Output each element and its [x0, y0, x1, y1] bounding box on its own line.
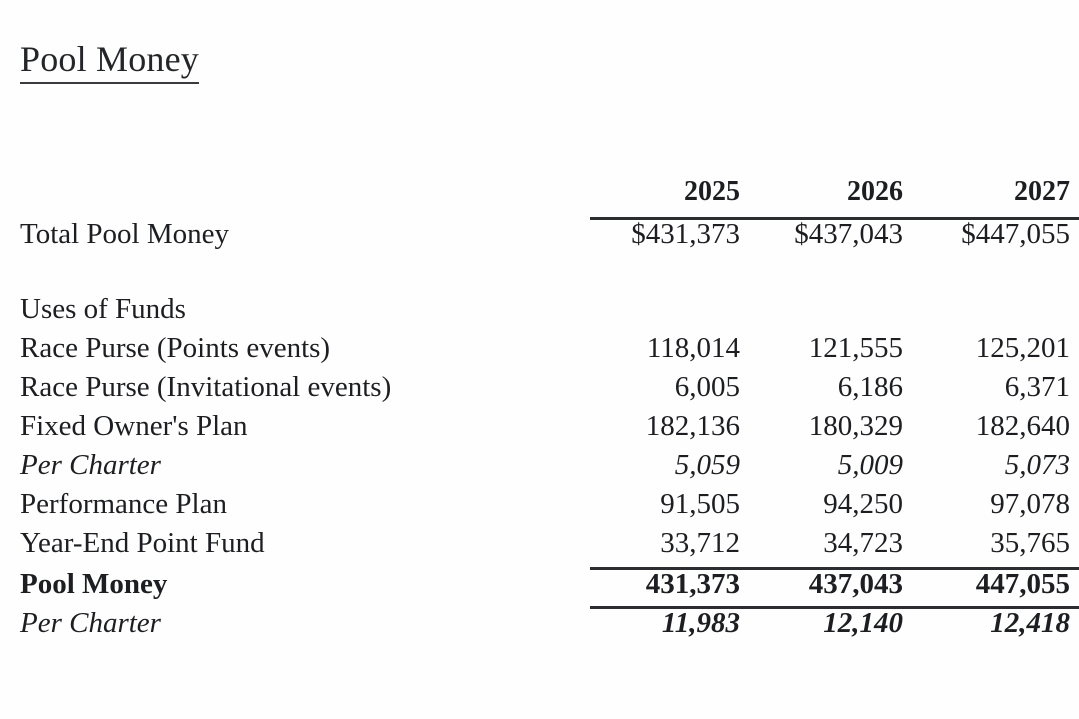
row-label-pool-money: Pool Money [20, 567, 168, 600]
per-charter-total-2027: 12,418 [990, 606, 1070, 639]
table-row-per-charter-final: Per Charter 11,983 12,140 12,418 [0, 607, 1079, 646]
row-spacer [0, 257, 1079, 295]
race-purse-invitational-2026: 6,186 [837, 371, 903, 403]
section-heading-uses-of-funds: Uses of Funds [20, 293, 186, 325]
race-purse-points-2027: 125,201 [975, 332, 1070, 364]
year-end-point-fund-2027: 35,765 [990, 527, 1070, 559]
per-charter-fixed-2027: 5,073 [1004, 449, 1070, 481]
table-row-per-charter: Per Charter 5,059 5,009 5,073 [0, 451, 1079, 490]
row-label-performance-plan: Performance Plan [20, 488, 227, 520]
row-label-race-purse-invitational: Race Purse (Invitational events) [20, 371, 392, 403]
fixed-owners-plan-2026: 180,329 [808, 410, 903, 442]
row-label-total-pool-money: Total Pool Money [20, 217, 230, 250]
table-row: Performance Plan 91,505 94,250 97,078 [0, 490, 1079, 529]
row-label-year-end-point-fund: Year-End Point Fund [20, 527, 265, 559]
table-row: Year-End Point Fund 33,712 34,723 35,765 [0, 529, 1079, 568]
pool-money-2026: 437,043 [753, 566, 916, 609]
row-label-fixed-owners-plan: Fixed Owner's Plan [20, 410, 248, 442]
row-label-per-charter-total: Per Charter [20, 606, 161, 639]
total-pool-money-2026: $437,043 [753, 216, 916, 257]
race-purse-points-2025: 118,014 [646, 332, 740, 364]
table-row: Race Purse (Invitational events) 6,005 6… [0, 373, 1079, 412]
column-header-2026: 2026 [847, 176, 903, 207]
table-row-section-heading: Uses of Funds [0, 295, 1079, 334]
pool-money-table: 2025 2026 2027 Total Pool Money $431,373… [0, 178, 1079, 646]
section-heading-blank-2026 [753, 295, 916, 334]
performance-plan-2026: 94,250 [823, 488, 903, 520]
row-label-race-purse-points: Race Purse (Points events) [20, 332, 331, 364]
per-charter-total-2025: 11,983 [661, 606, 740, 639]
table-row-total-pool-money: Total Pool Money $431,373 $437,043 $447,… [0, 216, 1079, 257]
page-title: Pool Money [20, 37, 200, 84]
header-blank [0, 178, 590, 218]
section-heading-blank-2025 [590, 295, 753, 334]
performance-plan-2027: 97,078 [990, 488, 1070, 520]
pool-money-2027: 447,055 [916, 566, 1079, 609]
total-pool-money-2025: $431,373 [590, 216, 753, 257]
fixed-owners-plan-2025: 182,136 [645, 410, 740, 442]
race-purse-invitational-2027: 6,371 [1004, 371, 1070, 403]
per-charter-fixed-2025: 5,059 [674, 449, 740, 481]
per-charter-fixed-2026: 5,009 [837, 449, 903, 481]
per-charter-total-2026: 12,140 [823, 606, 903, 639]
table-row-pool-money-total: Pool Money 431,373 437,043 447,055 [0, 566, 1079, 609]
pool-money-2025: 431,373 [590, 566, 753, 609]
race-purse-points-2026: 121,555 [808, 332, 903, 364]
table-row: Race Purse (Points events) 118,014 121,5… [0, 334, 1079, 373]
race-purse-invitational-2025: 6,005 [674, 371, 740, 403]
column-header-2025: 2025 [684, 176, 740, 207]
section-heading-blank-2027 [916, 295, 1079, 334]
year-end-point-fund-2025: 33,712 [660, 527, 740, 559]
year-end-point-fund-2026: 34,723 [823, 527, 903, 559]
fixed-owners-plan-2027: 182,640 [975, 410, 1070, 442]
total-pool-money-2027: $447,055 [916, 216, 1079, 257]
performance-plan-2025: 91,505 [660, 488, 740, 520]
column-header-2027: 2027 [1014, 176, 1070, 207]
table-header-row: 2025 2026 2027 [0, 178, 1079, 218]
table-row: Fixed Owner's Plan 182,136 180,329 182,6… [0, 412, 1079, 451]
row-label-per-charter-fixed: Per Charter [20, 449, 161, 481]
